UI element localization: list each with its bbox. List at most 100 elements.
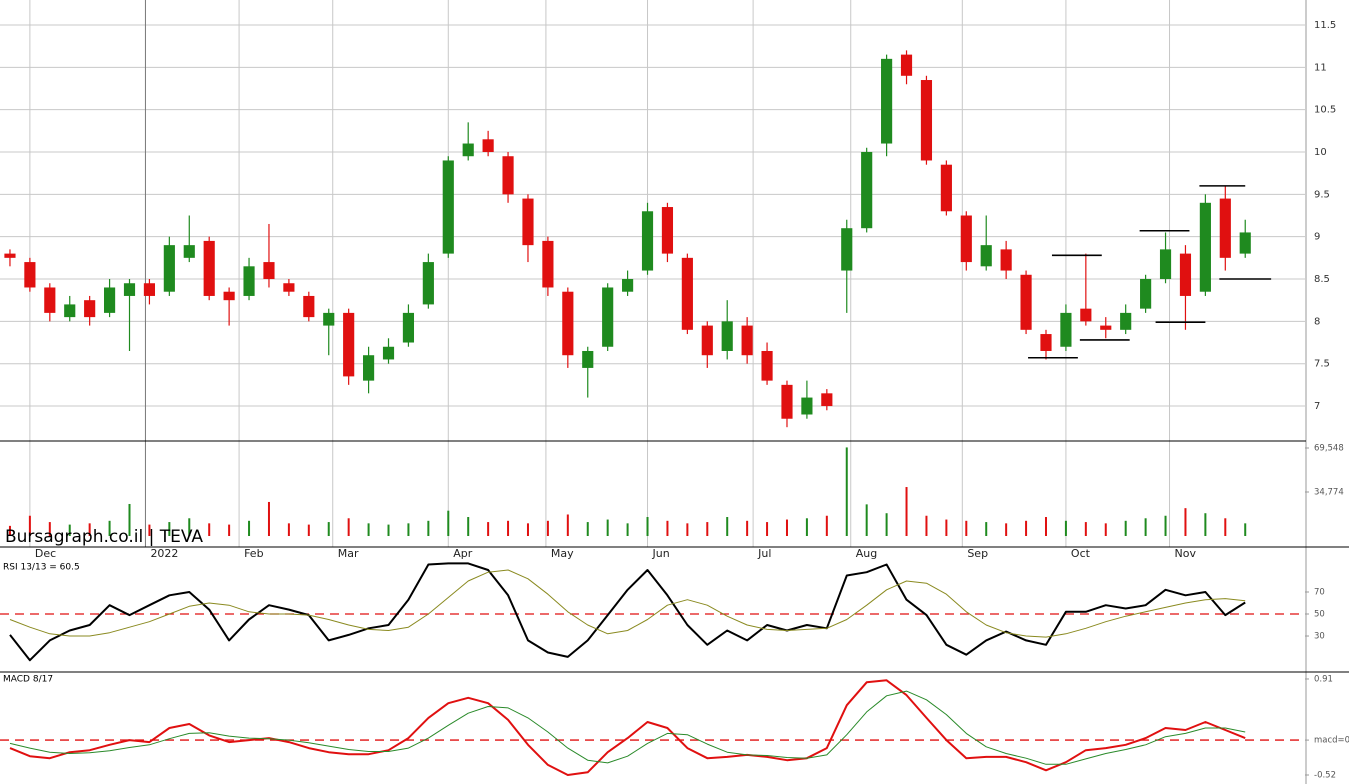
candle-body <box>402 312 415 343</box>
volume-bar <box>785 519 788 536</box>
y-tick-label: 11 <box>1314 62 1327 73</box>
candle-body <box>681 257 693 330</box>
candle-body <box>542 240 554 288</box>
volume-bar <box>965 520 968 536</box>
candle-body <box>582 350 594 368</box>
volume-bar <box>108 520 111 536</box>
volume-bar <box>686 523 689 536</box>
candle-body <box>980 245 992 267</box>
candle-body <box>940 164 952 212</box>
volume-bar <box>208 523 211 536</box>
candle-body <box>562 291 574 356</box>
candle-body <box>343 312 355 377</box>
candle-body <box>263 262 275 280</box>
candle-body <box>1000 249 1012 271</box>
x-tick-label: May <box>551 547 574 560</box>
volume-bar <box>287 523 290 536</box>
volume-bar <box>1124 520 1127 536</box>
candle-body <box>1239 232 1251 254</box>
x-tick-label: Jun <box>652 547 670 560</box>
y-tick-label: 9 <box>1314 232 1320 243</box>
candle-body <box>821 393 833 407</box>
y-tick-label: 8 <box>1314 316 1320 327</box>
candle-body <box>1140 279 1152 309</box>
volume-bar <box>865 504 868 536</box>
volume-bar <box>606 519 609 536</box>
volume-bar <box>68 524 71 536</box>
volume-bar <box>248 520 251 536</box>
volume-bar <box>825 515 828 536</box>
candle-body <box>64 304 76 318</box>
volume-bar <box>1104 523 1107 536</box>
candle-body <box>1040 334 1052 351</box>
volume-bar <box>1244 523 1247 536</box>
volume-bar <box>327 522 330 536</box>
y-tick-label: 7.5 <box>1314 359 1330 370</box>
candle-body <box>84 300 96 318</box>
volume-bar <box>985 522 988 536</box>
volume-bar <box>148 524 151 536</box>
candle-body <box>104 287 116 313</box>
y-tick-label: 69,548 <box>1314 443 1344 453</box>
candle-body <box>1179 253 1192 296</box>
volume-bar <box>885 513 888 536</box>
candle-body <box>1159 249 1172 280</box>
volume-bar <box>805 518 808 536</box>
volume-bar <box>905 487 908 536</box>
volume-bar <box>387 524 390 536</box>
candle-body <box>382 346 395 360</box>
candle-body <box>462 143 474 157</box>
x-tick-label: Nov <box>1175 547 1197 560</box>
candle-body <box>203 240 215 296</box>
y-tick-label: -0.52 <box>1314 771 1336 781</box>
candle-body <box>482 139 494 152</box>
volume-bar <box>188 518 191 536</box>
x-tick-label: 2022 <box>150 547 178 560</box>
volume-bar <box>566 514 569 536</box>
candle-body <box>422 262 434 305</box>
candle-body <box>721 321 733 351</box>
candle-body <box>1080 308 1092 322</box>
volume-bar <box>1005 523 1008 536</box>
volume-bar <box>1224 518 1227 536</box>
candle-body <box>163 245 175 292</box>
y-tick-label: 34,774 <box>1314 487 1344 497</box>
indicator-line <box>9 569 1246 638</box>
candle-body <box>861 151 873 229</box>
candle-body <box>1020 274 1032 330</box>
x-tick-label: Mar <box>338 547 359 560</box>
volume-bar <box>347 518 350 536</box>
candle-body <box>622 279 634 292</box>
volume-bar <box>586 522 589 536</box>
volume-bar <box>427 520 430 536</box>
y-tick-label: 70 <box>1314 588 1325 598</box>
x-tick-label: Jul <box>757 547 771 560</box>
candle-body <box>183 245 195 258</box>
y-tick-label: 0.91 <box>1314 674 1333 684</box>
x-tick-label: Sep <box>967 547 988 560</box>
y-tick-label: 30 <box>1314 632 1325 642</box>
candle-body <box>303 295 315 318</box>
volume-bar <box>1164 515 1167 536</box>
x-tick-label: Apr <box>453 547 473 560</box>
y-tick-label: 11.5 <box>1314 20 1336 31</box>
candle-body <box>701 325 713 356</box>
volume-bar <box>746 520 749 536</box>
y-tick-label: 50 <box>1314 610 1325 620</box>
candle-body <box>661 207 674 254</box>
candle-body <box>502 156 514 195</box>
candle-body <box>841 228 853 271</box>
candle-body <box>1120 312 1132 330</box>
volume-bar <box>526 523 529 536</box>
candle-body <box>741 325 753 356</box>
y-tick-label: 8.5 <box>1314 274 1330 285</box>
candle-body <box>44 287 56 313</box>
indicator-line <box>9 690 1246 765</box>
volume-bar <box>1084 522 1087 536</box>
x-tick-label: Feb <box>244 547 263 560</box>
volume-bar <box>646 517 649 536</box>
volume-bar <box>766 522 769 536</box>
volume-bar <box>626 523 629 536</box>
candle-body <box>522 198 534 246</box>
candle-body <box>1100 325 1112 330</box>
